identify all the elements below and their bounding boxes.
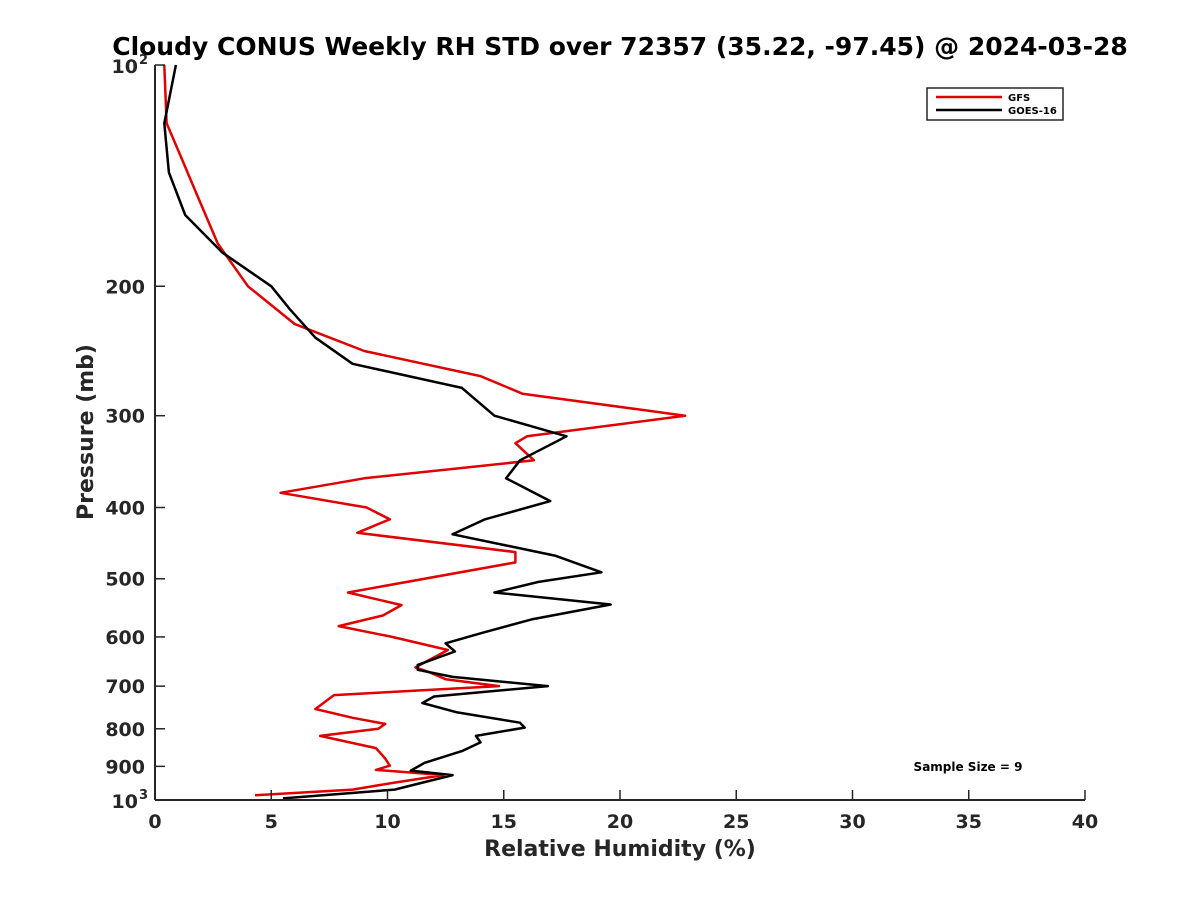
y-tick-label: 10: [112, 56, 138, 78]
y-tick-label: 300: [105, 406, 145, 428]
legend-box: [926, 87, 1064, 121]
x-axis-label: Relative Humidity (%): [484, 837, 756, 862]
series-line-goes16: [163, 64, 612, 800]
x-tick-label: 30: [839, 811, 865, 833]
y-tick-label: 800: [105, 719, 145, 741]
y-axis-label: Pressure (mb): [74, 344, 99, 520]
y-tick-label: 700: [105, 676, 145, 698]
y-tick-label: 900: [105, 756, 145, 778]
y-tick-label: 400: [105, 498, 145, 520]
y-tick-label: 500: [105, 569, 145, 591]
legend-label-goes16: GOES-16: [1008, 106, 1057, 117]
x-tick-label: 40: [1072, 811, 1098, 833]
x-tick-label: 5: [265, 811, 278, 833]
x-tick-label: 0: [148, 811, 161, 833]
x-tick-label: 15: [491, 811, 517, 833]
legend: GFS GOES-16: [926, 87, 1064, 121]
sample-size-annotation: Sample Size = 9: [914, 760, 1023, 774]
x-tick-label: 10: [374, 811, 400, 833]
legend-label-gfs: GFS: [1008, 93, 1030, 104]
y-tick-label: 600: [105, 627, 145, 649]
x-ticks: 0 5 10 15 20 25 30 35 40: [148, 790, 1098, 833]
x-tick-label: 20: [607, 811, 633, 833]
series-line-gfs: [163, 64, 687, 797]
x-tick-label: 35: [956, 811, 982, 833]
y-tick-exponent: 2: [139, 53, 148, 68]
series-layer: [163, 64, 687, 800]
y-tick-label: 10: [112, 791, 138, 813]
y-tick-exponent: 3: [139, 788, 148, 803]
y-tick-label: 200: [105, 276, 145, 298]
x-tick-label: 25: [723, 811, 749, 833]
chart-title: Cloudy CONUS Weekly RH STD over 72357 (3…: [112, 32, 1128, 61]
